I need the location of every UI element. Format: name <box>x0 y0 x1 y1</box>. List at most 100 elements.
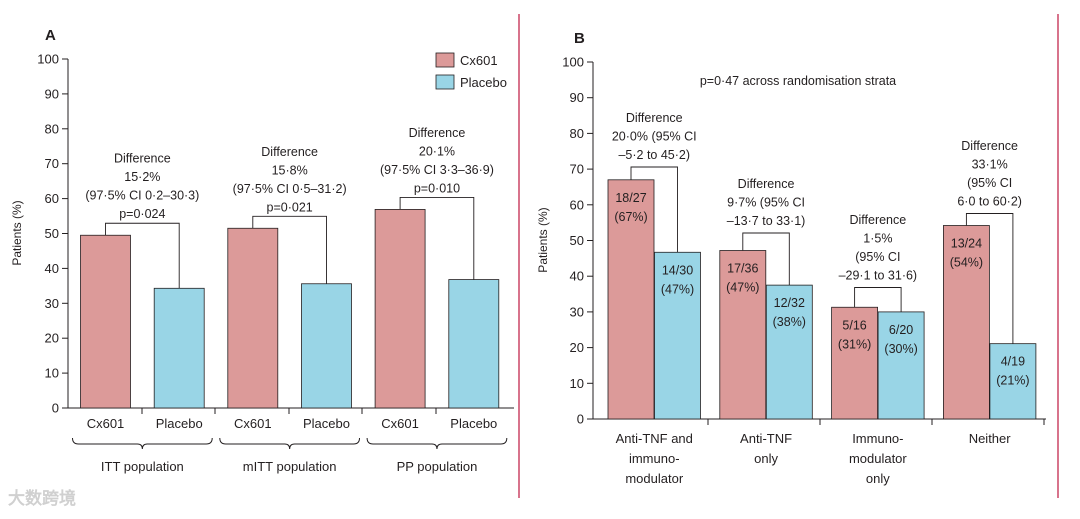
panel-b-difference-annotation: –13·7 to 33·1) <box>727 214 806 228</box>
panel-a-y-axis-label: Patients (%) <box>10 200 24 265</box>
panel-b-bar-value-label: 18/27 <box>615 191 646 205</box>
panel-b-difference-annotation: –29·1 to 31·6) <box>839 269 918 283</box>
panel-b-difference-annotation: Difference <box>626 111 683 125</box>
panel-b-bar-cx601 <box>607 179 655 420</box>
panel-a-y-tick-label: 10 <box>45 366 59 381</box>
panel-a-group-brace <box>219 437 360 450</box>
panel-a-chart: A Patients (%) 0 10 20 30 40 50 60 70 80 90 100 Cx601… <box>10 27 514 474</box>
panel-b-group-label: Neither <box>969 431 1012 446</box>
panel-b-y-tick-label: 0 <box>577 412 584 427</box>
legend-swatch-cx601 <box>435 52 455 68</box>
panel-b-group-label: modulator <box>625 471 683 486</box>
panel-b-bar-placebo <box>877 311 925 420</box>
panel-b-y-tick-label: 90 <box>570 90 584 105</box>
panel-a-difference-annotation: Difference <box>261 145 318 159</box>
panel-b-difference-annotation: 33·1% <box>972 158 1008 172</box>
panel-b-bar-cx601 <box>943 225 990 420</box>
panel-a-y-tick-label: 50 <box>45 226 59 241</box>
panel-a-comparison-bracket <box>252 215 327 284</box>
panel-b-y-tick-label: 20 <box>570 340 584 355</box>
panel-b-y-tick-label: 50 <box>570 233 584 248</box>
panel-b-group-label: only <box>866 471 890 486</box>
panel-a-comparison-bracket <box>105 222 180 289</box>
panel-b-bar-value-label: (54%) <box>950 256 983 270</box>
panel-b-y-axis-label: Patients (%) <box>536 207 550 272</box>
panel-b-bar-placebo <box>765 284 813 420</box>
panel-b-bar-value-label: (47%) <box>661 282 694 296</box>
panel-a-difference-annotation: Difference <box>409 126 466 140</box>
panel-a-bar-category-label: Cx601 <box>381 416 419 431</box>
panel-b-bar-value-label: 5/16 <box>842 318 866 332</box>
panel-a-y-tick-label: 70 <box>45 156 59 171</box>
panel-a-bar-placebo <box>448 279 500 409</box>
panel-a-label: A <box>45 27 56 44</box>
panel-a-bar-category-label: Cx601 <box>234 416 272 431</box>
panel-b-bar-value-label: (38%) <box>773 315 806 329</box>
panel-a-bar-category-label: Cx601 <box>87 416 125 431</box>
panel-a-y-tick-label: 100 <box>37 52 59 67</box>
panel-b-difference-annotation: 1·5% <box>863 232 892 246</box>
panel-b-difference-annotation: 6·0 to 60·2) <box>957 195 1022 209</box>
panel-a-difference-annotation: (97·5% CI 0·2–30·3) <box>85 189 199 203</box>
panel-a-difference-annotation: p=0·024 <box>119 207 165 221</box>
panel-b-comparison-bracket <box>742 232 790 286</box>
panel-b-difference-annotation: 20·0% (95% CI <box>612 130 697 144</box>
panel-b-y-tick-label: 60 <box>570 197 584 212</box>
panel-b-y-tick-label: 80 <box>570 126 584 141</box>
panel-b-difference-annotation: Difference <box>961 139 1018 153</box>
panel-a-y-tick-label: 30 <box>45 296 59 311</box>
panel-b-y-tick-label: 30 <box>570 304 584 319</box>
panel-b-y-tick-label: 70 <box>570 162 584 177</box>
panel-b-bar-placebo <box>654 251 701 420</box>
panel-b-group-label: Anti-TNF <box>740 431 792 446</box>
panel-a-bar-category-label: Placebo <box>450 416 497 431</box>
panel-a-bar-category-label: Placebo <box>303 416 350 431</box>
panel-b-bar-value-label: (31%) <box>838 337 871 351</box>
panel-b-bar-value-label: (21%) <box>996 374 1029 388</box>
panel-b-chart: B Patients (%) 0 10 20 30 40 50 60 70 80 90 100 p=0·4… <box>536 30 1046 486</box>
panel-a-difference-annotation: Difference <box>114 152 171 166</box>
panel-b-difference-annotation: –5·2 to 45·2) <box>618 148 690 162</box>
panel-b-difference-annotation: Difference <box>849 213 906 227</box>
panel-a-difference-annotation: 15·8% <box>272 163 308 177</box>
panel-b-bar-value-label: (67%) <box>614 210 647 224</box>
panel-b-strata-note: p=0·47 across randomisation strata <box>700 74 896 88</box>
panel-b-group-label: Immuno- <box>852 431 903 446</box>
panel-a-bar-placebo <box>301 283 352 409</box>
panel-a-difference-annotation: (97·5% CI 3·3–36·9) <box>380 163 494 177</box>
panel-a-y-tick-label: 0 <box>52 401 59 416</box>
watermark: 大数跨境 <box>8 488 76 508</box>
panel-a-bar-category-label: Placebo <box>156 416 203 431</box>
panel-b-difference-annotation: (95% CI <box>967 176 1012 190</box>
panel-b-bar-value-label: 13/24 <box>951 237 982 251</box>
panel-b-comparison-bracket <box>965 213 1014 344</box>
legend-swatch-placebo <box>435 74 455 90</box>
panel-b-bar-value-label: (30%) <box>884 342 917 356</box>
panel-b-bar-placebo <box>989 343 1037 420</box>
panel-a-group-label: ITT population <box>101 459 184 474</box>
panel-b-group-label: Anti-TNF and <box>616 431 693 446</box>
panel-a-difference-annotation: 15·2% <box>124 170 160 184</box>
panel-b-group-label: only <box>754 451 778 466</box>
panel-b-y-tick-label: 40 <box>570 269 584 284</box>
legend-label-cx601: Cx601 <box>460 53 498 68</box>
panel-a-difference-annotation: p=0·021 <box>267 200 313 214</box>
panel-b-bar-cx601 <box>719 250 767 420</box>
panel-a-difference-annotation: 20·1% <box>419 144 455 158</box>
panel-a-bar-cx601 <box>80 234 131 409</box>
panel-a-y-tick-label: 20 <box>45 331 59 346</box>
legend: Cx601 Placebo <box>435 52 507 90</box>
panel-b-difference-annotation: Difference <box>738 177 795 191</box>
panel-b-comparison-bracket <box>854 287 902 312</box>
panel-b-bar-value-label: (47%) <box>726 280 759 294</box>
panel-a-comparison-bracket <box>399 196 475 280</box>
panel-b-bar-value-label: 6/20 <box>889 323 913 337</box>
panel-a-y-tick-label: 40 <box>45 261 59 276</box>
panel-b-bar-value-label: 12/32 <box>774 296 805 310</box>
panel-b-difference-annotation: (95% CI <box>855 250 900 264</box>
panel-b-y-tick-label: 10 <box>570 376 584 391</box>
panel-b-difference-annotation: 9·7% (95% CI <box>727 196 805 210</box>
panel-a-group-label: mITT population <box>243 459 337 474</box>
panel-a-group-brace <box>366 437 508 450</box>
legend-label-placebo: Placebo <box>460 75 507 90</box>
